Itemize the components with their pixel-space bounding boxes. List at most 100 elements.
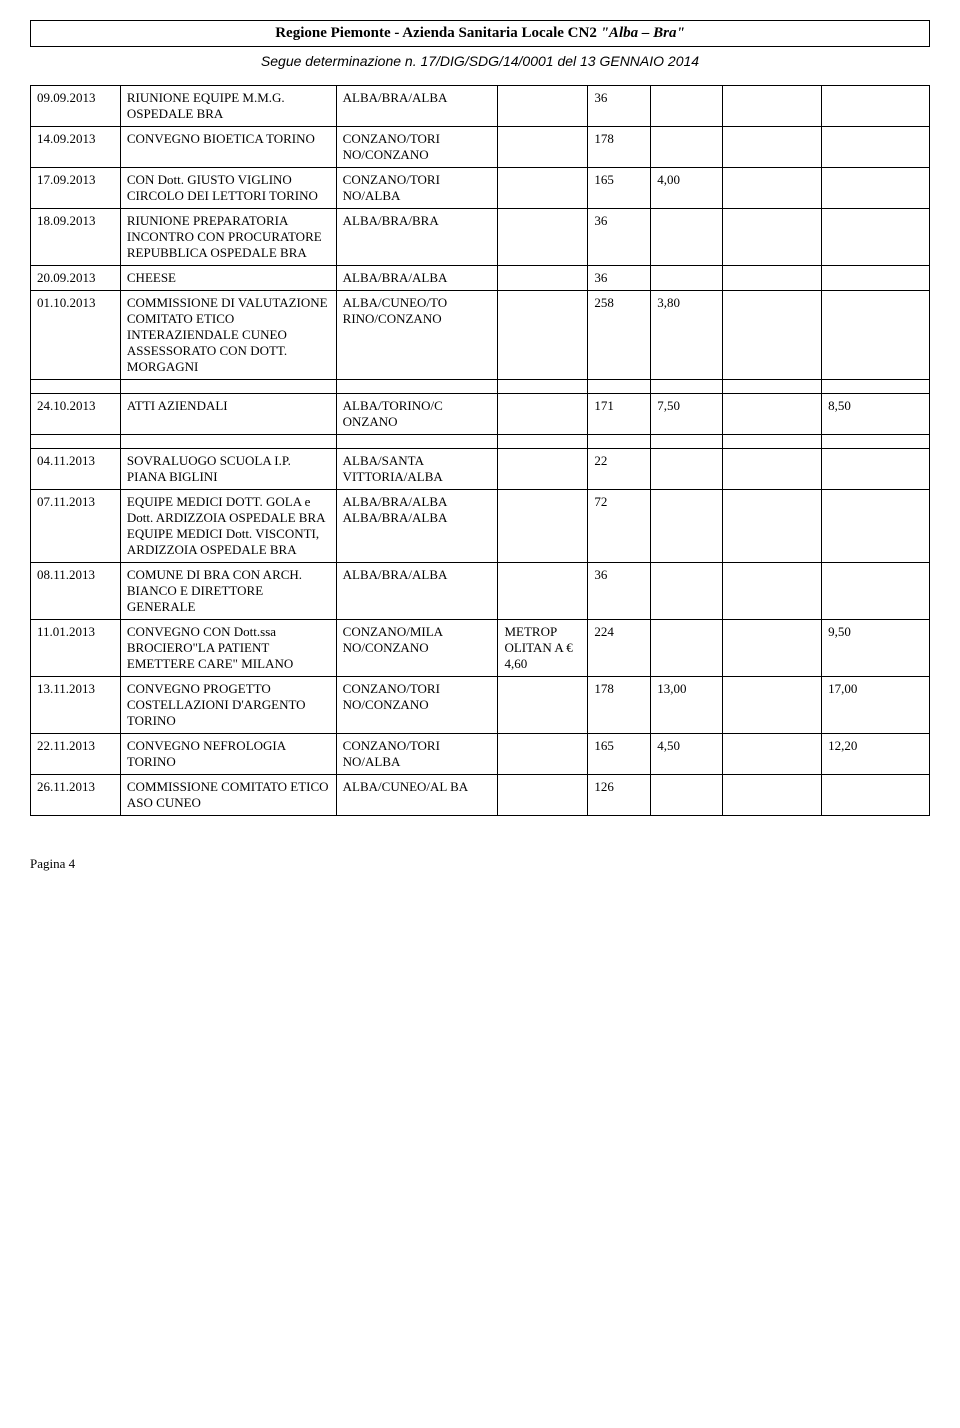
table-cell <box>723 86 822 127</box>
table-cell <box>723 266 822 291</box>
table-cell: ALBA/BRA/ALBA ALBA/BRA/ALBA <box>336 490 498 563</box>
table-cell: CONVEGNO PROGETTO COSTELLAZIONI D'ARGENT… <box>120 677 336 734</box>
table-cell: 9,50 <box>822 620 930 677</box>
table-row: 18.09.2013RIUNIONE PREPARATORIA INCONTRO… <box>31 209 930 266</box>
table-cell: ALBA/BRA/ALBA <box>336 563 498 620</box>
table-cell: CONZANO/TORI NO/ALBA <box>336 734 498 775</box>
data-table: 09.09.2013RIUNIONE EQUIPE M.M.G. OSPEDAL… <box>30 85 930 816</box>
table-cell: 165 <box>588 168 651 209</box>
table-cell: ALBA/TORINO/C ONZANO <box>336 394 498 435</box>
table-row: 13.11.2013CONVEGNO PROGETTO COSTELLAZION… <box>31 677 930 734</box>
spacer-cell <box>120 380 336 394</box>
table-cell: 4,50 <box>651 734 723 775</box>
table-row: 24.10.2013ATTI AZIENDALIALBA/TORINO/C ON… <box>31 394 930 435</box>
table-cell: 178 <box>588 677 651 734</box>
table-row: 07.11.2013EQUIPE MEDICI DOTT. GOLA e Dot… <box>31 490 930 563</box>
table-cell: 178 <box>588 127 651 168</box>
table-cell <box>651 266 723 291</box>
table-cell: CONVEGNO NEFROLOGIA TORINO <box>120 734 336 775</box>
table-cell <box>651 620 723 677</box>
spacer-cell <box>120 435 336 449</box>
table-cell: 36 <box>588 209 651 266</box>
table-row: 17.09.2013CON Dott. GIUSTO VIGLINO CIRCO… <box>31 168 930 209</box>
spacer-cell <box>498 435 588 449</box>
table-cell: EQUIPE MEDICI DOTT. GOLA e Dott. ARDIZZO… <box>120 490 336 563</box>
table-cell: 36 <box>588 266 651 291</box>
table-cell: ALBA/CUNEO/AL BA <box>336 775 498 816</box>
table-cell <box>651 209 723 266</box>
table-cell: METROP OLITAN A € 4,60 <box>498 620 588 677</box>
table-cell: CONVEGNO BIOETICA TORINO <box>120 127 336 168</box>
table-cell <box>723 677 822 734</box>
table-cell <box>723 620 822 677</box>
table-cell: COMMISSIONE DI VALUTAZIONE COMITATO ETIC… <box>120 291 336 380</box>
table-cell <box>498 775 588 816</box>
table-cell: 22.11.2013 <box>31 734 121 775</box>
table-cell: 07.11.2013 <box>31 490 121 563</box>
table-cell <box>498 291 588 380</box>
table-cell: 26.11.2013 <box>31 775 121 816</box>
table-cell <box>723 490 822 563</box>
table-cell: RIUNIONE PREPARATORIA INCONTRO CON PROCU… <box>120 209 336 266</box>
table-row: 09.09.2013RIUNIONE EQUIPE M.M.G. OSPEDAL… <box>31 86 930 127</box>
spacer-cell <box>651 435 723 449</box>
table-cell <box>498 127 588 168</box>
table-cell <box>723 291 822 380</box>
table-cell: 171 <box>588 394 651 435</box>
table-cell <box>723 394 822 435</box>
table-cell: COMUNE DI BRA CON ARCH. BIANCO E DIRETTO… <box>120 563 336 620</box>
table-cell: ALBA/BRA/ALBA <box>336 266 498 291</box>
table-cell <box>498 490 588 563</box>
table-cell <box>822 86 930 127</box>
table-cell <box>651 775 723 816</box>
table-cell: CONZANO/TORI NO/CONZANO <box>336 127 498 168</box>
spacer-cell <box>822 380 930 394</box>
table-cell <box>822 449 930 490</box>
table-row: 26.11.2013COMMISSIONE COMITATO ETICO ASO… <box>31 775 930 816</box>
table-row: 11.01.2013CONVEGNO CON Dott.ssa BROCIERO… <box>31 620 930 677</box>
sub-header: Segue determinazione n. 17/DIG/SDG/14/00… <box>30 53 930 69</box>
table-cell: 72 <box>588 490 651 563</box>
table-cell: ATTI AZIENDALI <box>120 394 336 435</box>
table-cell: SOVRALUOGO SCUOLA I.P. PIANA BIGLINI <box>120 449 336 490</box>
page-footer: Pagina 4 <box>30 856 930 872</box>
table-cell <box>651 127 723 168</box>
spacer-cell <box>822 435 930 449</box>
table-cell <box>723 775 822 816</box>
table-cell: CONZANO/TORI NO/ALBA <box>336 168 498 209</box>
table-cell <box>723 209 822 266</box>
spacer-cell <box>31 435 121 449</box>
table-row: 20.09.2013CHEESEALBA/BRA/ALBA36 <box>31 266 930 291</box>
table-cell: 13.11.2013 <box>31 677 121 734</box>
spacer-cell <box>336 435 498 449</box>
table-cell: 11.01.2013 <box>31 620 121 677</box>
table-cell <box>498 209 588 266</box>
spacer-cell <box>498 380 588 394</box>
table-cell <box>723 127 822 168</box>
table-cell: CON Dott. GIUSTO VIGLINO CIRCOLO DEI LET… <box>120 168 336 209</box>
table-cell: 17,00 <box>822 677 930 734</box>
table-cell: 01.10.2013 <box>31 291 121 380</box>
table-cell <box>822 127 930 168</box>
table-cell: CONVEGNO CON Dott.ssa BROCIERO"LA PATIEN… <box>120 620 336 677</box>
table-row: 22.11.2013CONVEGNO NEFROLOGIA TORINOCONZ… <box>31 734 930 775</box>
table-cell: 7,50 <box>651 394 723 435</box>
table-row: 04.11.2013SOVRALUOGO SCUOLA I.P. PIANA B… <box>31 449 930 490</box>
table-cell: CONZANO/TORI NO/CONZANO <box>336 677 498 734</box>
table-cell <box>822 563 930 620</box>
table-cell <box>822 209 930 266</box>
table-cell <box>822 168 930 209</box>
table-cell: 17.09.2013 <box>31 168 121 209</box>
table-cell: 224 <box>588 620 651 677</box>
table-cell: 18.09.2013 <box>31 209 121 266</box>
table-cell <box>498 394 588 435</box>
table-cell: CONZANO/MILA NO/CONZANO <box>336 620 498 677</box>
table-cell <box>498 449 588 490</box>
table-cell <box>651 563 723 620</box>
table-cell <box>651 86 723 127</box>
table-cell <box>498 266 588 291</box>
spacer-cell <box>651 380 723 394</box>
table-cell <box>651 490 723 563</box>
table-cell: 09.09.2013 <box>31 86 121 127</box>
table-cell: 165 <box>588 734 651 775</box>
